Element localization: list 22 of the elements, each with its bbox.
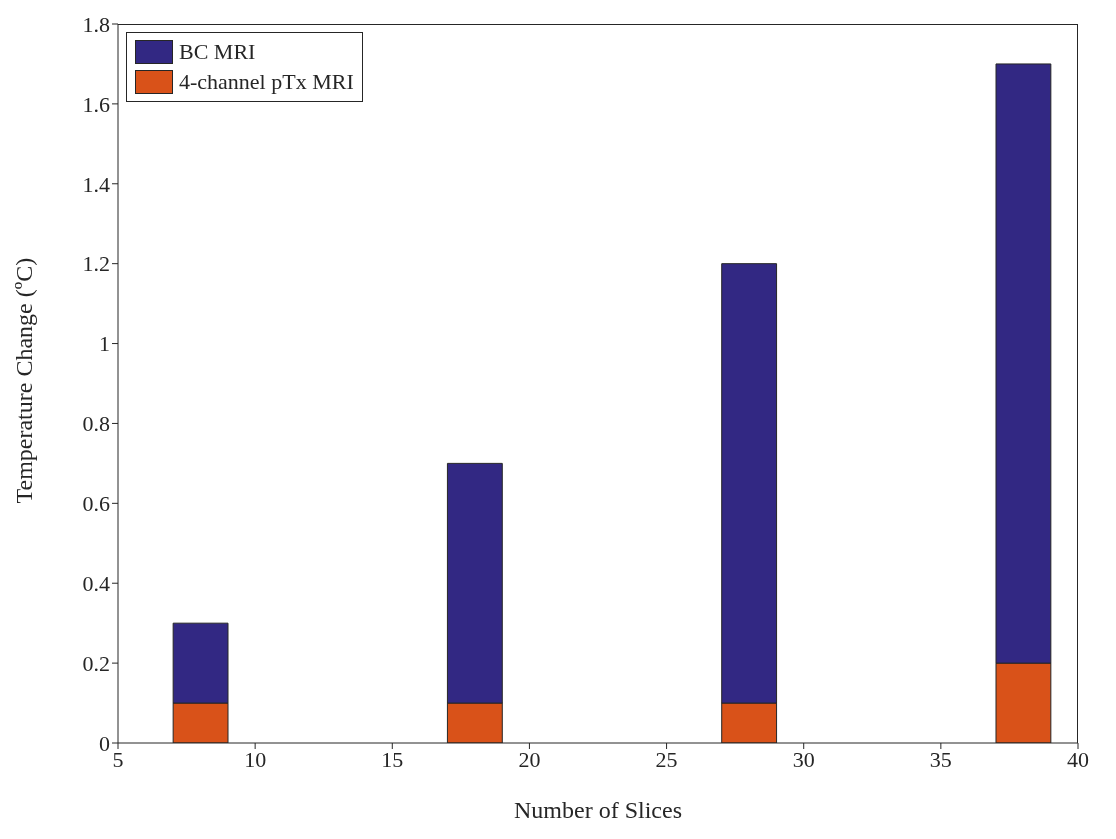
x-tick-label: 15 xyxy=(381,746,404,772)
y-tick-label: 1 xyxy=(99,331,110,357)
x-tick-label: 5 xyxy=(112,746,124,772)
y-tick-label: 1.4 xyxy=(82,171,110,197)
y-tick-label: 0.6 xyxy=(82,491,110,517)
x-tick-label: 10 xyxy=(244,746,267,772)
y-tick-label: 1.8 xyxy=(82,11,110,37)
x-tick-label: 30 xyxy=(792,746,815,772)
y-tick-label: 0.4 xyxy=(82,571,110,597)
y-tick-label: 1.6 xyxy=(82,91,110,117)
x-tick-label: 20 xyxy=(518,746,541,772)
x-tick-label: 35 xyxy=(929,746,952,772)
y-axis-title: Temperature Change (ºC) xyxy=(10,257,37,504)
y-tick-label: 0 xyxy=(99,730,110,756)
y-tick-label: 0.8 xyxy=(82,411,110,437)
legend-label: BC MRI xyxy=(179,38,256,66)
x-tick-label: 25 xyxy=(655,746,678,772)
y-tick-label: 1.2 xyxy=(82,251,110,277)
y-tick-label: 0.2 xyxy=(82,650,110,676)
x-axis-title: Number of Slices xyxy=(514,797,682,823)
x-tick-label: 40 xyxy=(1067,746,1089,772)
legend-label: 4-channel pTx MRI xyxy=(179,68,354,96)
